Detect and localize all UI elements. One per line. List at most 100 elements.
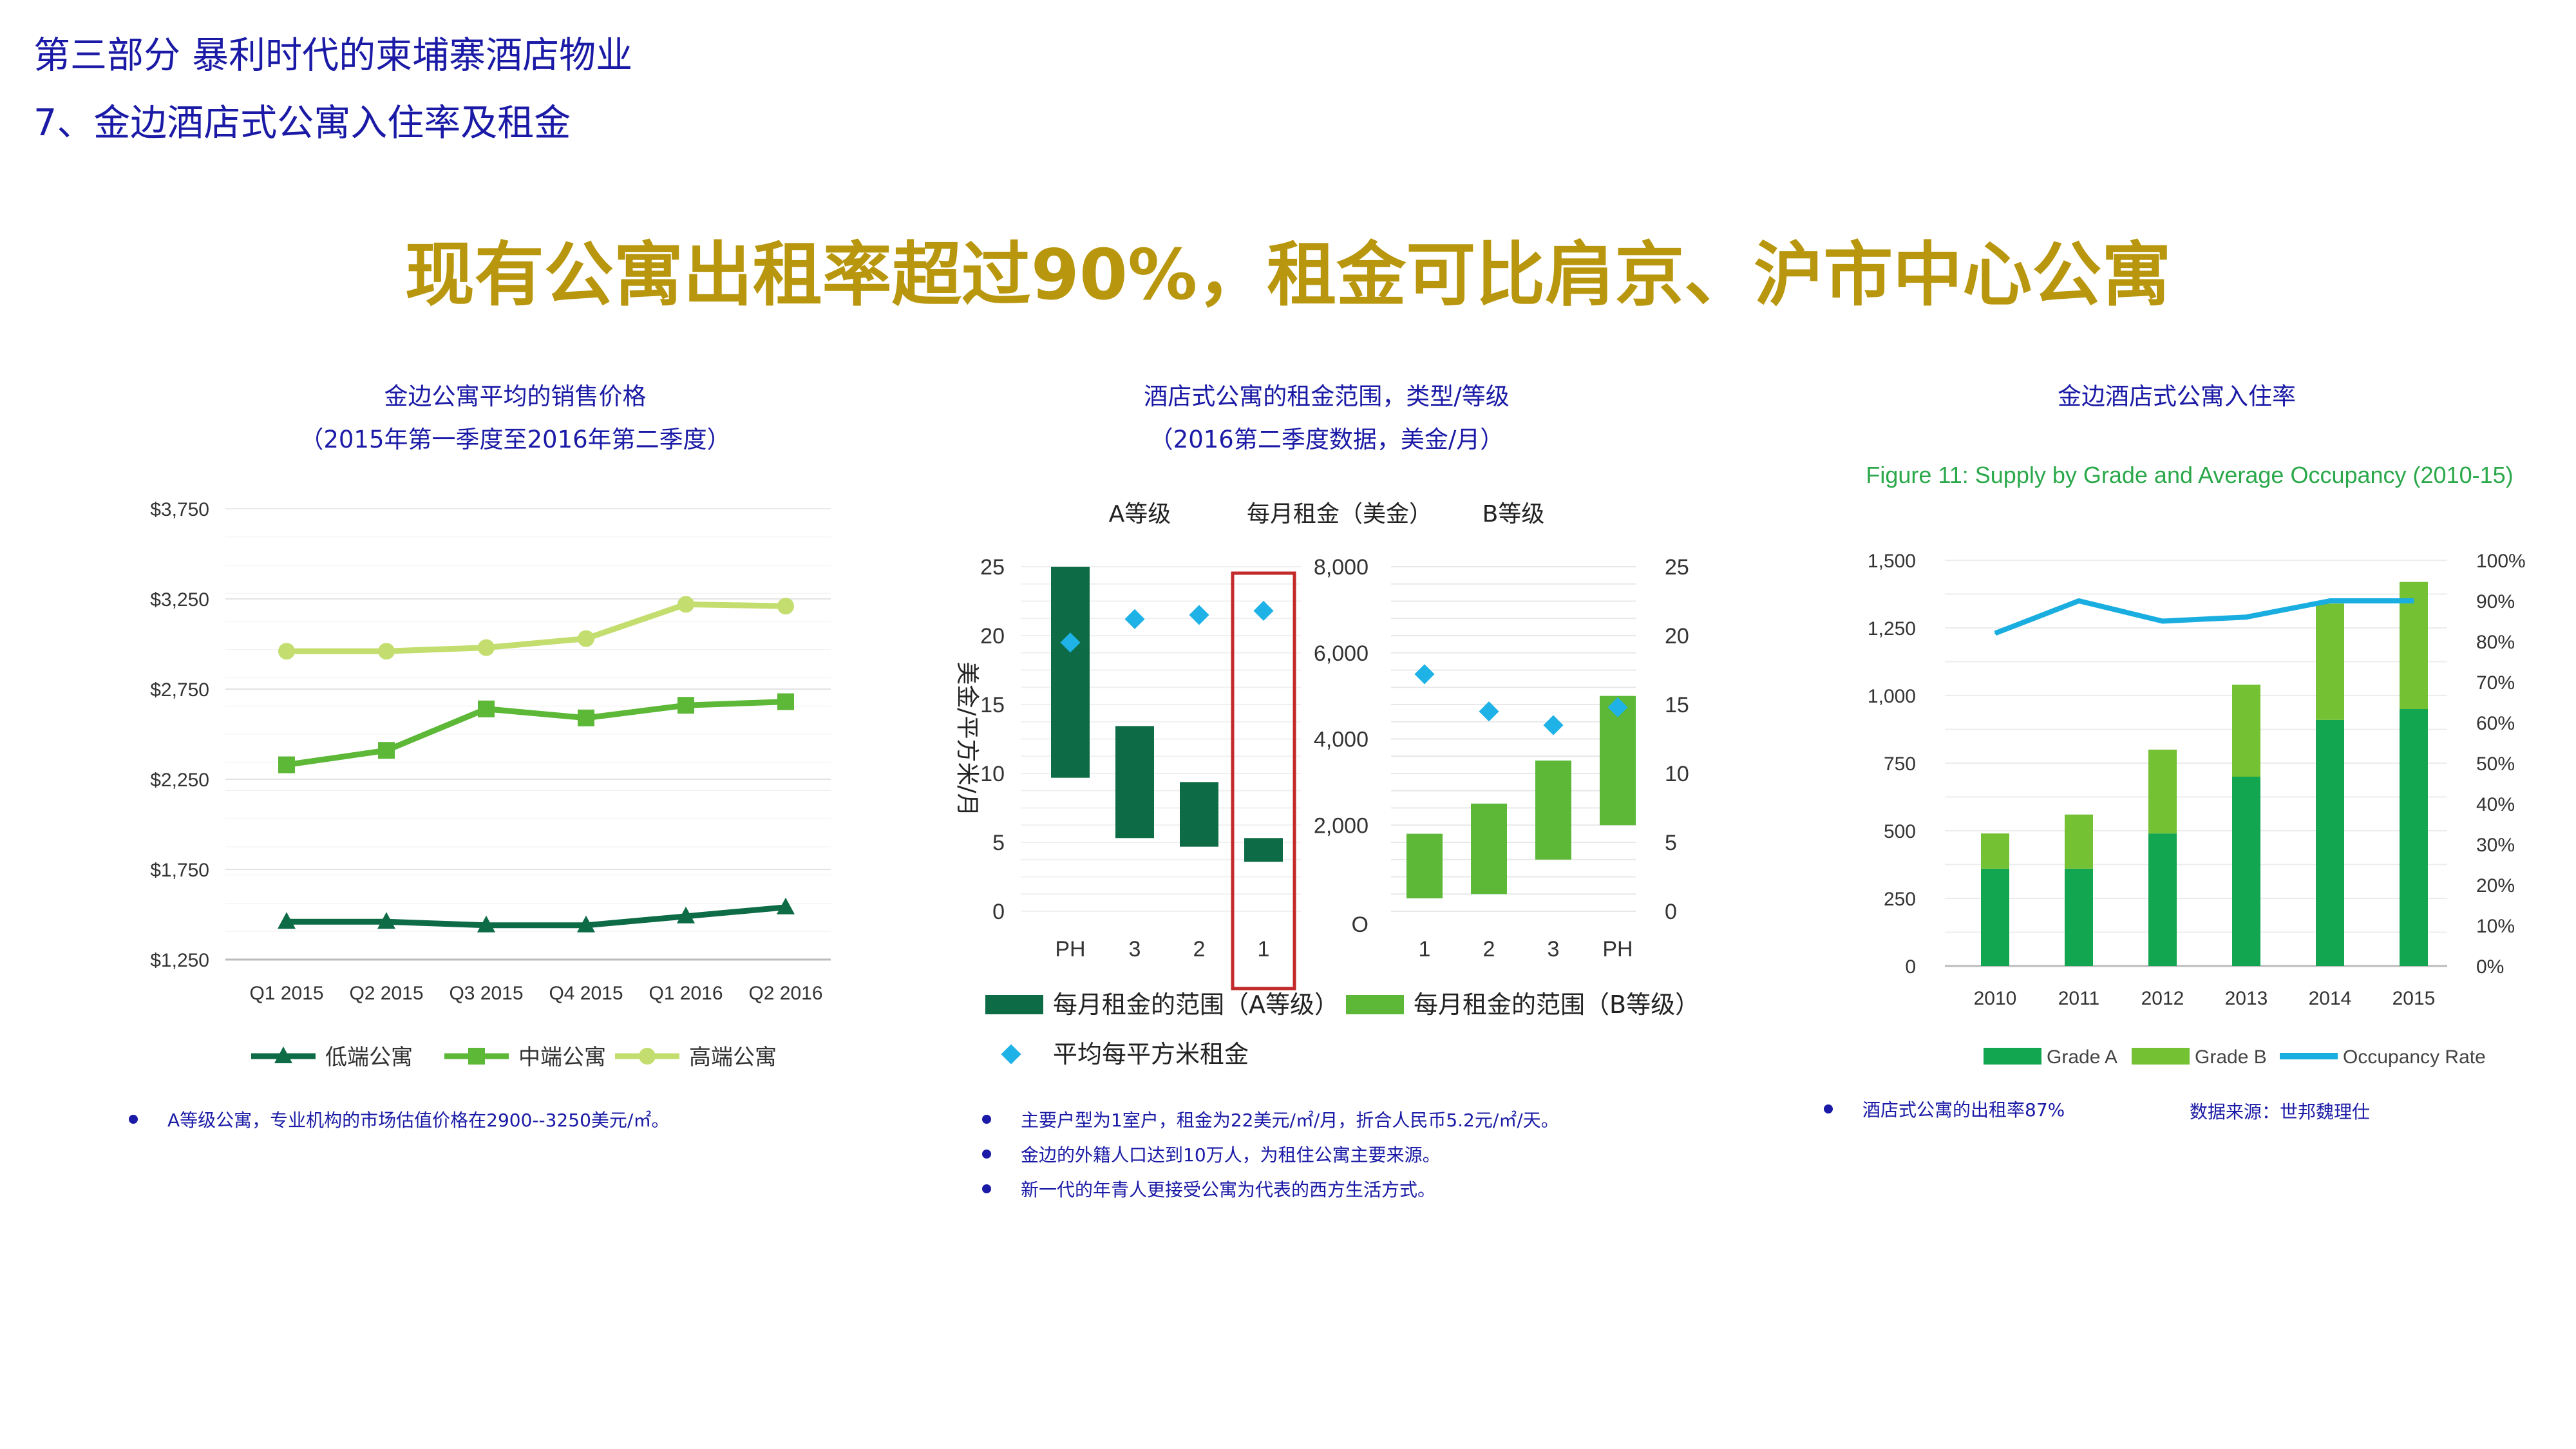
grade-b-bar <box>2316 603 2344 720</box>
data-point <box>278 643 295 660</box>
data-point <box>677 906 695 923</box>
bullet-middle-3: 新一代的年青人更接受公寓为代表的西方生活方式。 <box>982 1176 1435 1202</box>
bullet-dot <box>982 1184 991 1193</box>
legend-label: 每月租金的范围（B等级） <box>1414 990 1700 1019</box>
data-point <box>777 693 794 710</box>
x-tick-label: Q4 2015 <box>549 983 623 1004</box>
left-axis-label: 美金/平方米/月 <box>954 661 980 816</box>
grade-b-bar <box>2148 750 2177 834</box>
left-tick-label: 500 <box>1884 821 1916 842</box>
right-tick-label: 90% <box>2476 591 2515 612</box>
highlight-box <box>1231 571 1296 990</box>
right-tick-label: 40% <box>2476 794 2515 815</box>
group-label-a: A等级 <box>1109 501 1171 527</box>
occupancy-point <box>2413 600 2414 601</box>
data-point <box>578 709 594 726</box>
right-tick-label: 10% <box>2476 916 2515 937</box>
grade-b-category: PH <box>1602 937 1633 961</box>
x-tick-label: 2011 <box>2058 988 2100 1009</box>
group-label-rent: 每月租金（美金） <box>1247 501 1432 527</box>
chart2-title: 酒店式公寓的租金范围，类型/等级 <box>1144 383 1510 410</box>
legend-swatch <box>2132 1048 2190 1065</box>
chart2-subtitle: （2016第二季度数据，美金/月） <box>1149 426 1504 453</box>
legend-marker <box>274 1046 292 1063</box>
bullet-dot <box>129 1115 138 1124</box>
figure-title: Figure 11: Supply by Grade and Average O… <box>1866 462 2513 488</box>
data-point <box>578 630 594 647</box>
subsection-title: 7、金边酒店式公寓入住率及租金 <box>33 102 571 144</box>
legend-label: 低端公寓 <box>325 1045 413 1070</box>
left-tick-label: 5 <box>992 831 1005 855</box>
data-point <box>378 643 395 660</box>
right-tick-label: 25 <box>1665 555 1689 580</box>
grade-a-bar <box>2400 709 2428 966</box>
grade-b-category: 2 <box>1483 937 1495 961</box>
data-point <box>477 915 495 933</box>
data-point <box>278 756 295 773</box>
legend-label: 中端公寓 <box>518 1045 606 1070</box>
mid-tick-label: 6,000 <box>1314 641 1368 666</box>
chart3-title: 金边酒店式公寓入住率 <box>2058 383 2296 410</box>
grade-b-bar <box>1981 833 2009 869</box>
grade-b-bar <box>1406 833 1443 898</box>
sales-price-line-chart: $1,250 $1,750 $2,250 $2,750 $3,250 $3,750 Q1 2… <box>150 499 831 1070</box>
grade-a-category: PH <box>1055 937 1085 961</box>
legend-marker <box>468 1048 485 1065</box>
grade-a-bar <box>2232 777 2260 966</box>
y-tick-label: $1,750 <box>150 860 209 881</box>
data-point <box>478 700 495 717</box>
legend-swatch <box>1346 995 1404 1014</box>
series-line-3 <box>287 601 786 654</box>
headline: 现有公寓出租率超过90%，租金可比肩京、沪市中心公寓 <box>404 235 2172 316</box>
right-tick-label: 50% <box>2476 753 2515 775</box>
mid-tick-label: 8,000 <box>1314 555 1368 580</box>
y-tick-label: $2,750 <box>150 679 209 701</box>
x-tick-label: Q1 2015 <box>249 983 323 1004</box>
right-tick-label: 20% <box>2476 875 2515 896</box>
grade-a-category: 2 <box>1193 937 1206 961</box>
bullet-text: 金边的外籍人口达到10万人，为租住公寓主要来源。 <box>1021 1144 1441 1166</box>
legend-label: Occupancy Rate <box>2343 1046 2486 1068</box>
grade-a-bar <box>1115 726 1154 838</box>
x-tick-label: 2012 <box>2141 988 2184 1009</box>
series-line-1 <box>287 904 786 929</box>
avg-marker <box>1124 609 1145 629</box>
y-tick-label: $2,250 <box>150 770 209 791</box>
grade-b-bar <box>2232 685 2260 777</box>
left-tick-label: 250 <box>1884 889 1916 910</box>
occupancy-point <box>2329 600 2331 601</box>
right-tick-label: 5 <box>1665 831 1677 855</box>
data-point <box>777 897 795 914</box>
right-tick-label: 30% <box>2476 835 2515 856</box>
avg-marker <box>1479 701 1499 722</box>
mid-tick-label: O <box>1352 913 1368 937</box>
grade-a-bar <box>1180 782 1218 847</box>
mid-tick-label: 4,000 <box>1314 728 1368 752</box>
x-tick-label: 2010 <box>1974 988 2017 1009</box>
avg-marker <box>1607 697 1628 717</box>
legend-label: 高端公寓 <box>689 1045 777 1070</box>
right-tick-label: 20 <box>1665 624 1689 649</box>
section-title: 第三部分 暴利时代的柬埔寨酒店物业 <box>33 34 633 77</box>
data-point <box>677 697 694 714</box>
right-tick-label: 70% <box>2476 672 2515 694</box>
left-tick-label: 20 <box>980 624 1005 649</box>
left-tick-label: 15 <box>980 693 1005 717</box>
right-tick-label: 80% <box>2476 632 2515 653</box>
grade-b-category: 1 <box>1419 937 1431 961</box>
right-tick-label: 15 <box>1665 693 1689 717</box>
bullet-dot <box>1824 1104 1833 1113</box>
left-tick-label: 750 <box>1884 753 1916 775</box>
legend-label: 每月租金的范围（A等级） <box>1053 990 1339 1019</box>
grade-b-category: 3 <box>1548 937 1560 961</box>
grade-a-bar <box>2148 833 2177 966</box>
x-tick-label: 2013 <box>2225 988 2268 1009</box>
avg-marker <box>1189 605 1209 625</box>
bullet-text: 主要户型为1室户，租金为22美元/㎡/月，折合人民币5.2元/㎡/天。 <box>1021 1110 1559 1131</box>
occupancy-point <box>2246 616 2247 618</box>
occupancy-point <box>2162 620 2163 622</box>
rent-range-bar-chart: A等级 每月租金（美金） B等级美金/平方米/月0510152025O2,0004,… <box>954 501 1700 1068</box>
occupancy-point <box>1994 632 1996 634</box>
left-tick-label: 1,250 <box>1868 618 1916 639</box>
data-point <box>478 639 495 656</box>
